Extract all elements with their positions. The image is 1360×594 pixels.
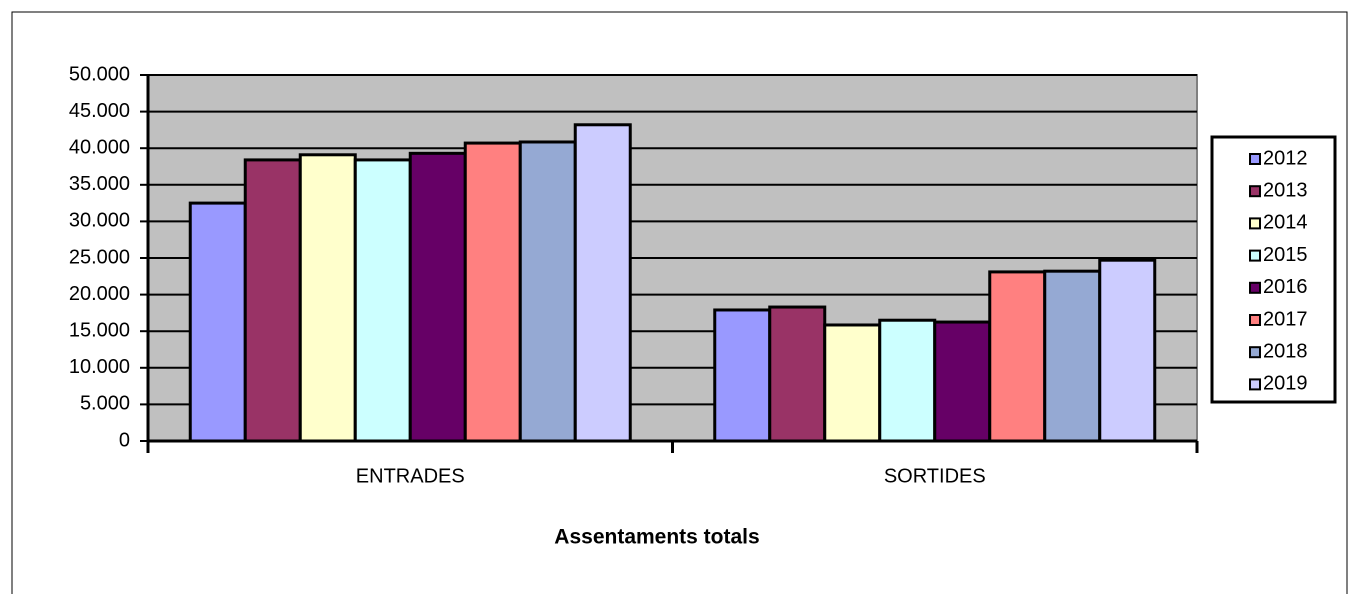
legend-label: 2012 [1263,147,1308,169]
bar [298,153,357,443]
legend-swatch [1249,378,1261,391]
legend-swatch [1249,217,1261,230]
bar [188,201,247,443]
legend-label: 2014 [1263,212,1308,234]
bar [768,305,827,443]
legend-label: 2019 [1263,373,1308,395]
bar [463,141,522,443]
legend-swatch [1249,314,1261,326]
legend-label: 2018 [1263,340,1308,362]
legend-label: 2017 [1263,308,1308,330]
legend-label: 2016 [1263,276,1308,298]
y-tick-label: 5.000 [80,393,130,415]
legend-swatch [1249,249,1261,262]
bar [988,270,1047,443]
x-tick-label: ENTRADES [356,465,465,487]
legend-box [1210,135,1337,404]
y-tick-label: 35.000 [69,173,130,195]
legend-swatch [1249,185,1261,198]
x-tick-label: SORTIDES [884,465,986,487]
bar [823,323,882,443]
bar [353,158,412,443]
y-tick-label: 15.000 [69,319,130,341]
chart-border [11,11,1348,594]
y-tick-label: 30.000 [69,210,130,232]
bar [573,123,632,443]
y-tick-label: 45.000 [69,100,130,122]
y-tick-label: 10.000 [69,356,130,378]
bar [933,320,992,443]
bar [518,140,577,443]
bar [878,318,937,443]
legend-label: 2013 [1263,179,1308,201]
y-tick-label: 25.000 [69,246,130,268]
legend-swatch [1249,281,1261,294]
y-tick-label: 40.000 [69,136,130,158]
x-axis-title: Assentaments totals [554,526,759,549]
legend-label: 2015 [1263,244,1308,266]
legend-swatch [1249,346,1261,359]
bar [1098,258,1157,443]
y-tick-label: 0 [119,429,130,451]
legend-swatch [1249,153,1261,165]
bar [713,308,772,443]
bar [243,158,302,443]
bar [408,151,467,443]
y-tick-label: 50.000 [69,63,130,85]
y-tick-label: 20.000 [69,283,130,305]
bar [1043,269,1102,443]
